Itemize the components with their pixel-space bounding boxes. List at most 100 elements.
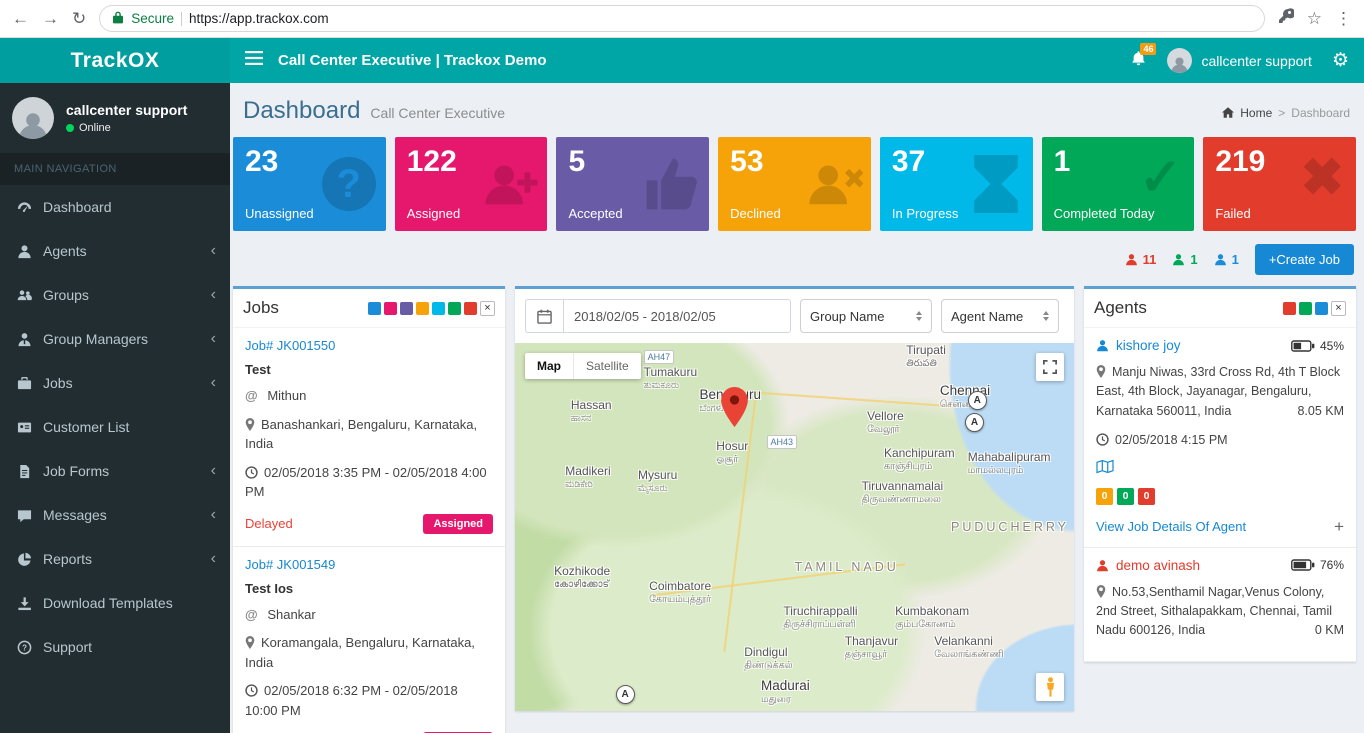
sidebar-item-customer-list[interactable]: Customer List xyxy=(0,405,230,449)
job-list-item[interactable]: Job# JK001549 Test Ios @ Shankar Koraman… xyxy=(233,547,505,733)
stat-card-accepted[interactable]: 5 Accepted xyxy=(556,137,710,231)
legend-accepted[interactable] xyxy=(400,301,413,315)
agent-map-marker[interactable]: A xyxy=(615,685,635,705)
jobs-status-legend: × xyxy=(368,300,495,316)
clock-icon xyxy=(1096,433,1109,446)
notifications-bell-icon[interactable]: 46 xyxy=(1130,42,1157,72)
map-region-label: TAMIL NADU xyxy=(794,560,899,575)
select-stepper-icon xyxy=(916,311,922,321)
job-id-link[interactable]: Job# JK001550 xyxy=(245,338,336,353)
agent-address-row: Manju Niwas, 33rd Cross Rd, 4th T Block … xyxy=(1096,363,1344,421)
fullscreen-icon[interactable] xyxy=(1036,353,1064,381)
calendar-icon[interactable] xyxy=(525,299,563,333)
legend-in-progress[interactable] xyxy=(432,301,445,315)
stat-label: Failed xyxy=(1215,206,1251,221)
nav-section-label: MAIN NAVIGATION xyxy=(0,153,230,185)
chevron-left-icon: ‹ xyxy=(210,462,216,479)
group-name-select[interactable]: Group Name xyxy=(800,299,932,333)
view-job-details-link[interactable]: View Job Details Of Agent xyxy=(1096,519,1247,535)
legend-unassigned[interactable] xyxy=(368,301,381,315)
map-city-label: Velankanni வேலாங்கண்ணி xyxy=(934,634,1003,661)
battery-icon xyxy=(1291,339,1315,352)
reports-icon xyxy=(17,552,32,567)
create-job-button[interactable]: +Create Job xyxy=(1254,244,1354,275)
app-logo[interactable]: TrackOX xyxy=(0,38,230,83)
agent-last-seen-time: 02/05/2018 4:15 PM xyxy=(1115,433,1228,448)
date-range-input[interactable] xyxy=(563,299,791,333)
map-type-map-button[interactable]: Map xyxy=(537,359,561,373)
jobs-panel: Jobs × Job# JK001550 xyxy=(233,286,505,733)
reload-icon[interactable]: ↻ xyxy=(72,9,87,28)
agent-map-marker[interactable]: A xyxy=(964,412,984,432)
location-pin-icon xyxy=(245,417,255,431)
battery-icon xyxy=(1291,559,1315,571)
topbar-user[interactable]: callcenter support xyxy=(1167,48,1312,73)
forward-icon[interactable]: → xyxy=(42,9,59,28)
legend-completed[interactable] xyxy=(448,301,461,315)
map-region-label: PUDUCHERRY xyxy=(951,519,1069,534)
map-type-control: Map Satellite xyxy=(525,353,641,379)
sidebar-item-download-templates[interactable]: Download Templates xyxy=(0,581,230,625)
sidebar-item-support[interactable]: ? Support xyxy=(0,625,230,669)
stat-card-unassigned[interactable]: 23 ? Unassigned xyxy=(233,137,386,231)
stat-card-failed[interactable]: 219 ✖ Failed xyxy=(1203,137,1357,231)
legend-failed[interactable] xyxy=(464,301,477,315)
settings-gear-icon[interactable]: ⚙ xyxy=(1331,50,1349,71)
map-type-satellite-button[interactable]: Satellite xyxy=(573,353,641,379)
sidebar-item-messages[interactable]: Messages ‹ xyxy=(0,493,230,537)
legend-active[interactable] xyxy=(1299,301,1312,315)
legend-idle[interactable] xyxy=(1315,301,1328,315)
sidebar-item-reports[interactable]: Reports ‹ xyxy=(0,537,230,581)
legend-clear-icon[interactable]: × xyxy=(1331,300,1346,316)
stat-card-completed-today[interactable]: 1 ✓ Completed Today xyxy=(1041,137,1195,231)
agent-name-link[interactable]: demo avinash xyxy=(1116,557,1201,573)
menu-dots-icon[interactable]: ⋮ xyxy=(1335,9,1352,28)
agent-map-marker[interactable]: A xyxy=(967,390,987,410)
agent-name-link[interactable]: kishore joy xyxy=(1116,338,1181,353)
avatar xyxy=(1167,48,1193,73)
breadcrumb-home[interactable]: Home xyxy=(1240,105,1273,120)
legend-declined[interactable] xyxy=(416,301,429,315)
key-icon[interactable] xyxy=(1278,8,1296,29)
stat-card-declined[interactable]: 53 Declined xyxy=(718,137,871,231)
hamburger-menu-icon[interactable] xyxy=(245,51,263,70)
expand-plus-icon[interactable]: + xyxy=(1334,516,1344,536)
sidebar-item-job-forms[interactable]: Job Forms ‹ xyxy=(0,449,230,493)
stat-value: 37 xyxy=(891,145,926,178)
address-bar[interactable]: Secure https://app.trackox.com xyxy=(99,5,1265,32)
sidebar-item-groups[interactable]: Groups ‹ xyxy=(0,273,230,317)
agent-name-select[interactable]: Agent Name xyxy=(941,299,1059,333)
stat-card-assigned[interactable]: 122 Assigned xyxy=(394,137,548,231)
legend-clear-icon[interactable]: × xyxy=(480,300,495,316)
map-filters: Group Name Agent Name xyxy=(515,289,1074,343)
sidebar-item-group-managers[interactable]: Group Managers ‹ xyxy=(0,317,230,361)
count-badge-green: 0 xyxy=(1117,487,1134,505)
star-icon[interactable]: ☆ xyxy=(1306,9,1322,28)
city-name: Vellore xyxy=(867,409,904,424)
topbar-user-name: callcenter support xyxy=(1201,52,1312,69)
sidebar-item-agents[interactable]: Agents ‹ xyxy=(0,229,230,273)
home-icon xyxy=(1222,107,1235,118)
job-agent-name: Mithun xyxy=(267,388,307,403)
sidebar-item-dashboard[interactable]: Dashboard xyxy=(0,185,230,229)
stat-card-in-progress[interactable]: 37 In Progress xyxy=(879,137,1033,231)
agent-list-item[interactable]: kishore joy 45% Manju Niwas, 33rd Cross … xyxy=(1084,328,1356,548)
pegman-icon[interactable] xyxy=(1036,673,1064,701)
stat-label: Completed Today xyxy=(1053,206,1155,221)
map-icon[interactable] xyxy=(1096,459,1120,475)
browser-chrome: ← → ↻ Secure https://app.trackox.com ☆ ⋮ xyxy=(0,0,1364,38)
job-id-link[interactable]: Job# JK001549 xyxy=(245,556,336,572)
legend-assigned[interactable] xyxy=(384,301,397,315)
map-city-label: Tirupati తిరుపతి xyxy=(906,343,946,371)
job-location-pin-icon[interactable] xyxy=(720,387,748,432)
sidebar-item-jobs[interactable]: Jobs ‹ xyxy=(0,361,230,405)
map-city-label: Tiruchirappalli திருச்சிராப்பள்ளி xyxy=(783,604,857,631)
map-city-label: Tumakuru ತುಮಕೂರು xyxy=(644,365,698,391)
back-icon[interactable]: ← xyxy=(12,9,29,28)
sidebar-item-label: Job Forms xyxy=(43,463,110,479)
map-city-label: Kanchipuram காஞ்சிபுரம் xyxy=(884,446,955,473)
job-list-item[interactable]: Job# JK001550 Test @ Mithun Banashankari… xyxy=(233,328,505,547)
legend-inactive[interactable] xyxy=(1283,301,1296,315)
agent-list-item[interactable]: demo avinash 76% No.53,Senthamil Nagar,V… xyxy=(1084,548,1356,662)
